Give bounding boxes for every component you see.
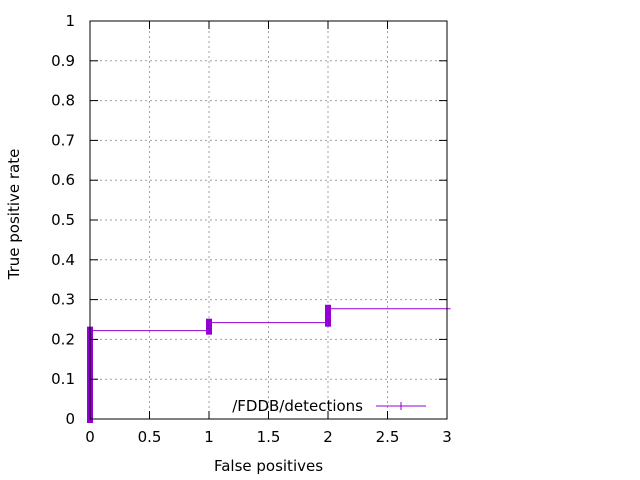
y-tick-label: 0.4: [51, 251, 75, 269]
x-tick-labels: 0 0.5 1 1.5 2 2.5 3: [85, 428, 452, 446]
y-tick-label: 0.6: [51, 171, 75, 189]
legend: /FDDB/detections: [232, 397, 426, 415]
y-tick-label: 0: [65, 410, 75, 428]
x-tick-label: 1.5: [257, 428, 281, 446]
y-tick-label: 0.8: [51, 92, 75, 110]
y-axis-label: True positive rate: [5, 149, 23, 281]
y-tick-label: 0.2: [51, 330, 75, 348]
y-tick-label: 0.3: [51, 291, 75, 309]
marker-cluster: [325, 304, 331, 327]
grid: [90, 21, 447, 419]
y-tick-label: 0.7: [51, 131, 75, 149]
plot-frame: [89, 20, 448, 420]
y-tick-labels: 0 0.1 0.2 0.3 0.4 0.5 0.6 0.7 0.8 0.9 1: [51, 12, 75, 428]
marker-cluster: [206, 318, 212, 335]
y-tick-label: 0.9: [51, 52, 75, 70]
y-tick-label: 0.1: [51, 370, 75, 388]
y-tick-label: 0.5: [51, 211, 75, 229]
x-tick-label: 2: [323, 428, 333, 446]
x-tick-label: 0.5: [138, 428, 162, 446]
x-tick-label: 3: [442, 428, 452, 446]
x-tick-label: 0: [85, 428, 95, 446]
legend-label: /FDDB/detections: [232, 397, 363, 415]
x-tick-label: 2.5: [376, 428, 400, 446]
x-tick-label: 1: [204, 428, 214, 446]
x-axis-label: False positives: [214, 457, 323, 475]
tick-marks: [89, 20, 448, 420]
y-tick-label: 1: [65, 12, 75, 30]
